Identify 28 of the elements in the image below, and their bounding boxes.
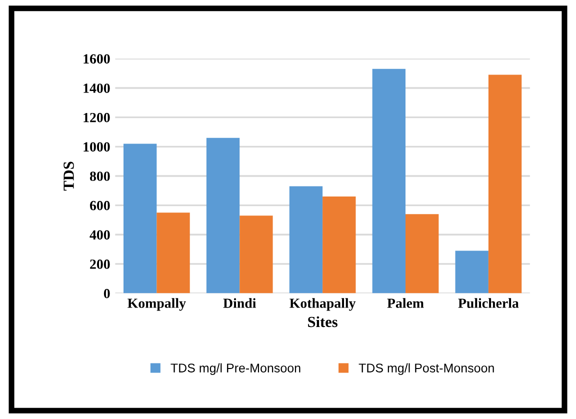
bar (156, 212, 190, 294)
y-tick-label: 0 (104, 288, 110, 298)
y-tick-label: 400 (90, 230, 110, 240)
bar (372, 68, 406, 294)
bar (322, 196, 356, 294)
y-tick-label: 200 (90, 260, 110, 269)
bar (406, 214, 439, 294)
y-tick-label: 800 (90, 172, 110, 181)
y-axis-title: TDS (64, 162, 74, 191)
y-tick-label: 1200 (84, 112, 110, 122)
y-tick-label: 600 (90, 200, 110, 210)
x-tick-label: Dindi (223, 298, 256, 308)
y-tick-label: 1400 (84, 84, 110, 93)
y-tick-label: 1600 (84, 54, 110, 64)
x-tick-label: Kompally (128, 298, 186, 311)
x-tick-label: Kothapally (290, 298, 356, 311)
bar (240, 216, 273, 294)
x-tick-label: Pulicherla (458, 298, 519, 308)
x-axis-title: Sites (308, 316, 338, 328)
legend-label: TDS mg/l Pre-Monsoon (170, 363, 300, 375)
bar (455, 250, 488, 294)
x-tick-label: Palem (387, 298, 424, 308)
legend-label: TDS mg/l Post-Monsoon (358, 363, 494, 375)
bar (289, 186, 323, 294)
bar (488, 74, 522, 294)
bar (123, 144, 157, 294)
y-tick-label: 1000 (84, 142, 110, 152)
bar (206, 138, 240, 294)
